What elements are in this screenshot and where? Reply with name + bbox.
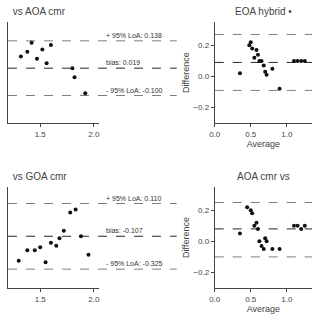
svg-text:1.0: 1.0 (281, 295, 293, 304)
svg-text:bias: -0.107: bias: -0.107 (106, 227, 143, 234)
svg-text:1.5: 1.5 (35, 130, 47, 139)
svg-text:vs GOA cmr: vs GOA cmr (10, 171, 67, 182)
svg-text:0.5: 0.5 (245, 130, 257, 139)
svg-text:Difference: Difference (181, 52, 191, 93)
svg-text:−0.2: −0.2 (193, 103, 209, 112)
svg-text:1.5: 1.5 (35, 295, 47, 304)
svg-text:vs AOA cmr: vs AOA cmr (10, 6, 66, 17)
svg-text:0.2: 0.2 (198, 41, 210, 50)
svg-text:−0.2: −0.2 (193, 268, 209, 277)
svg-text:Average: Average (247, 304, 280, 314)
svg-text:0.0: 0.0 (209, 295, 221, 304)
svg-text:+ 95% LoA: 0.110: + 95% LoA: 0.110 (106, 195, 161, 202)
svg-text:- 95% LoA: -0.100: - 95% LoA: -0.100 (106, 87, 163, 94)
svg-text:Difference: Difference (181, 217, 191, 258)
svg-text:0.2: 0.2 (198, 206, 210, 215)
svg-text:- 95% LoA: -0.325: - 95% LoA: -0.325 (106, 260, 163, 267)
svg-text:2.0: 2.0 (88, 295, 100, 304)
svg-text:Average: Average (247, 139, 280, 149)
svg-text:EOA hybrid •: EOA hybrid • (235, 6, 292, 17)
svg-text:1.0: 1.0 (281, 130, 293, 139)
svg-text:0.5: 0.5 (245, 295, 257, 304)
svg-text:AOA cmr vs: AOA cmr vs (237, 171, 290, 182)
svg-text:0.0: 0.0 (209, 130, 221, 139)
svg-text:+ 95% LoA: 0.138: + 95% LoA: 0.138 (106, 32, 162, 39)
svg-text:bias: 0.019: bias: 0.019 (106, 59, 140, 66)
svg-text:2.0: 2.0 (88, 130, 100, 139)
svg-text:0.0: 0.0 (198, 72, 210, 81)
svg-text:0.0: 0.0 (198, 237, 210, 246)
